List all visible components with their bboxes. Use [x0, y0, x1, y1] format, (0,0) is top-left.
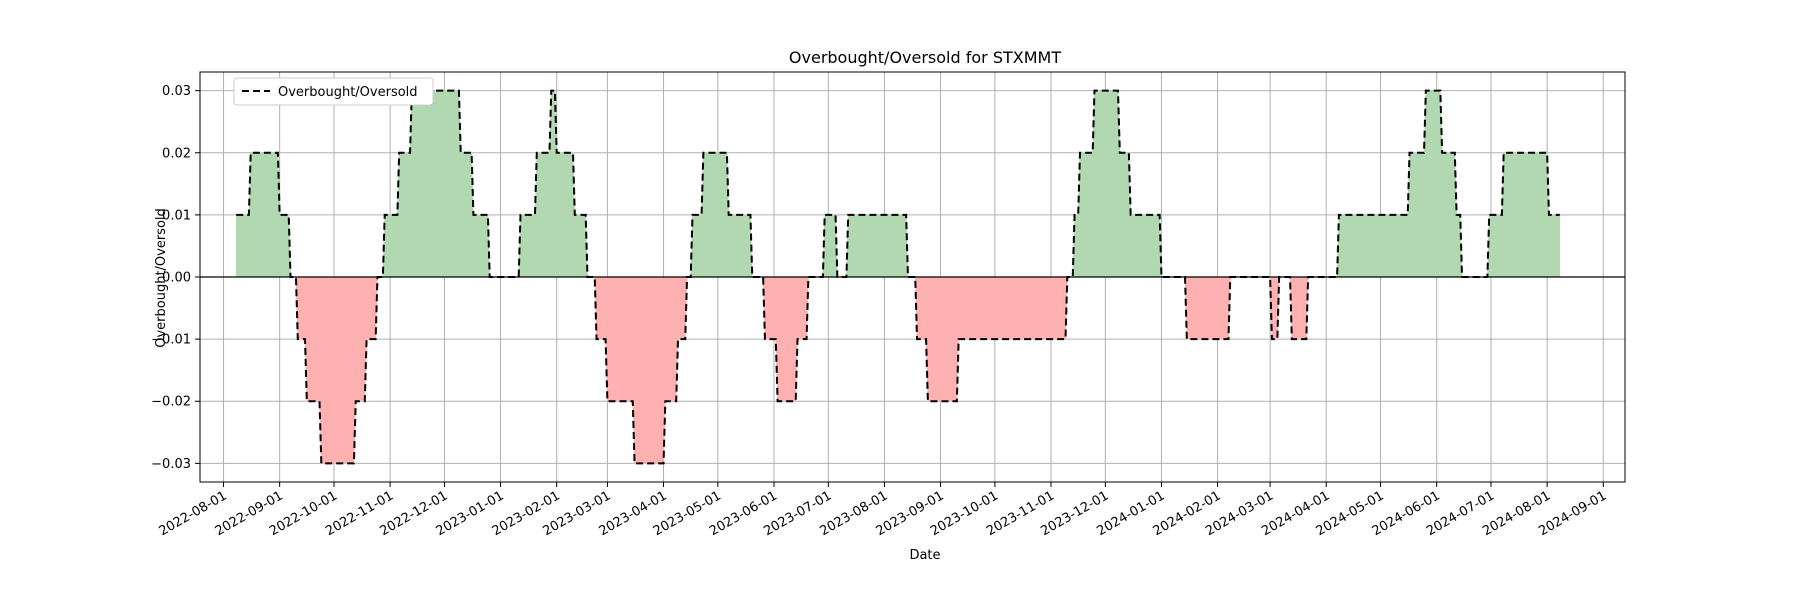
oversold-fill-segment — [958, 276, 1066, 340]
y-tick-label: −0.03 — [151, 457, 191, 472]
overbought-fill-segment — [1119, 152, 1130, 278]
overbought-fill-segment — [692, 214, 702, 278]
chart-title: Overbought/Oversold for STXMMT — [789, 48, 1061, 67]
oversold-fill-segment — [366, 276, 376, 340]
overbought-fill-segment — [536, 152, 550, 278]
y-tick-label: 0.02 — [162, 146, 191, 161]
overbought-fill-segment — [556, 152, 574, 278]
x-axis: 2022-08-012022-09-012022-10-012022-11-01… — [157, 482, 1609, 539]
oversold-fill-segment — [665, 276, 677, 402]
overbought-fill-segment — [728, 214, 751, 278]
overbought-fill-segment — [835, 214, 838, 278]
oversold-fill-segment — [1291, 276, 1307, 340]
overbought-fill-segment — [1488, 214, 1503, 278]
overbought-fill-segment — [1130, 214, 1160, 278]
oversold-fill-segment — [306, 276, 320, 402]
legend-label: Overbought/Oversold — [278, 85, 418, 100]
oversold-fill-segment — [916, 276, 927, 340]
overbought-fill-segment — [473, 214, 489, 278]
oversold-fill-segment — [677, 276, 686, 340]
oversold-fill-segment — [321, 276, 355, 464]
overbought-fill-segment — [1094, 90, 1119, 278]
oversold-fill-segment — [596, 276, 606, 340]
overbought-fill-segment — [847, 214, 907, 278]
overbought-fill-segment — [250, 152, 279, 278]
oversold-fill-segment — [1186, 276, 1229, 340]
legend-box — [233, 77, 434, 106]
y-axis: 0.03 0.02 0.01 0.00 −0.01 −0.02 −0.03 — [151, 84, 200, 472]
overbought-fill-segment — [574, 214, 586, 278]
overbought-fill-segment — [703, 152, 728, 278]
overbought-fill-segment — [235, 214, 250, 278]
oversold-fill-segment — [927, 276, 958, 402]
oversold-fill-segment — [764, 276, 777, 340]
y-tick-label: 0.03 — [162, 84, 191, 99]
overbought-fill-segment — [1074, 214, 1079, 278]
overbought-fill-segment — [411, 90, 460, 278]
overbought-fill-segment — [1338, 214, 1409, 278]
overbought-fill-segment — [1441, 152, 1456, 278]
overbought-fill-segment — [824, 214, 836, 278]
oversold-fill-segment — [297, 276, 306, 340]
y-tick-label: 0.00 — [162, 271, 191, 286]
overbought-fill-segment — [460, 152, 472, 278]
overbought-fill-segment — [384, 214, 398, 278]
overbought-fill-segment — [279, 214, 290, 278]
overbought-fill-segment — [1409, 152, 1425, 278]
x-axis-label: Date — [909, 548, 940, 563]
overbought-fill-segment — [1503, 152, 1548, 278]
overbought-fill-segment — [520, 214, 536, 278]
y-axis-label: Overbought/Oversold — [154, 208, 169, 348]
oversold-fill-segment — [797, 276, 807, 340]
legend: Overbought/Oversold — [233, 77, 434, 106]
oversold-fill-segment — [777, 276, 797, 402]
overbought-fill-segment — [1548, 214, 1561, 278]
overbought-fill-segment — [1079, 152, 1093, 278]
overbought-oversold-line — [236, 89, 1560, 465]
oversold-fill-segment — [355, 276, 366, 402]
oversold-fill-segment — [634, 276, 664, 464]
overbought-fill-segment — [1425, 90, 1441, 278]
y-tick-label: 0.01 — [162, 208, 191, 223]
overbought-fill-segment — [398, 152, 411, 278]
oversold-fill-segment — [1271, 276, 1278, 340]
y-tick-label: −0.01 — [151, 333, 191, 348]
oversold-fill-segment — [1277, 276, 1280, 340]
overbought-fill-segment — [550, 90, 556, 278]
oversold-fill-segment — [607, 276, 634, 402]
y-tick-label: −0.02 — [151, 395, 191, 410]
